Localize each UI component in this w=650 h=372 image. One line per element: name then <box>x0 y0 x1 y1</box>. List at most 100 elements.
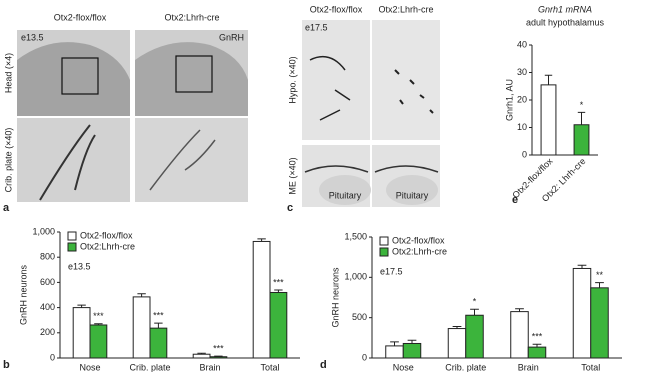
error-bar <box>532 343 542 348</box>
x-tick-label: Crib. plate <box>129 362 170 372</box>
structure-label: Pituitary <box>329 190 362 200</box>
legend-swatch <box>379 247 389 257</box>
pituitary <box>386 175 438 205</box>
significance: ** <box>596 270 604 280</box>
row-label: Head (×4) <box>3 53 13 93</box>
row-label: Hypo. (×40) <box>287 56 297 103</box>
legend-label: Otx2:Lhrh-cre <box>80 241 135 251</box>
chart-subtitle: adult hypothalamus <box>526 17 605 27</box>
y-tick-label: 1,500 <box>344 231 367 241</box>
legend-label: Otx2:Lhrh-cre <box>392 246 447 256</box>
y-tick-label: 30 <box>517 67 527 77</box>
y-tick-label: 0 <box>522 149 527 159</box>
error-bar <box>577 264 587 269</box>
fibers <box>149 129 216 191</box>
bar <box>465 314 484 359</box>
panel-label: a <box>3 202 10 214</box>
bar <box>89 324 108 359</box>
neurons <box>309 55 351 121</box>
error-bar <box>407 339 417 344</box>
tissue <box>135 42 248 117</box>
error-bar <box>577 111 586 125</box>
x-tick-label: Brain <box>199 362 220 372</box>
y-tick-label: 600 <box>40 277 55 287</box>
legend-swatch <box>67 242 77 252</box>
row-label: ME (×40) <box>287 157 297 194</box>
legend-label: Otx2-flox/flox <box>392 235 445 245</box>
tissue <box>17 42 130 117</box>
fibers <box>374 165 439 173</box>
y-tick-label: 400 <box>40 302 55 312</box>
column-label: Otx2-flox/flox <box>54 12 107 22</box>
fibers <box>39 124 96 201</box>
neurons <box>394 69 434 114</box>
y-tick-label: 0 <box>50 352 55 362</box>
micrograph <box>302 20 370 140</box>
bar <box>149 327 168 359</box>
micrograph <box>135 118 248 202</box>
bar <box>510 311 529 359</box>
error-bar <box>274 289 283 293</box>
y-tick-label: 1,000 <box>32 226 55 236</box>
panel-label: e <box>512 194 518 206</box>
x-tick-label: Nose <box>393 362 414 372</box>
error-bar <box>197 352 206 355</box>
error-bar <box>154 322 163 329</box>
y-axis-label: GnRH neurons <box>18 264 28 325</box>
bar <box>527 346 547 359</box>
inset-box <box>175 55 213 93</box>
panel-label: c <box>287 202 293 214</box>
bar <box>572 267 592 359</box>
bar <box>590 287 609 359</box>
y-tick-label: 40 <box>517 39 527 49</box>
y-axis-label: GnRH neurons <box>330 267 340 328</box>
chart-title: Gnrh1 mRNA <box>538 4 592 14</box>
significance: *** <box>213 343 224 353</box>
legend-swatch <box>67 231 77 241</box>
significance: *** <box>273 277 284 287</box>
y-tick-label: 200 <box>40 327 55 337</box>
x-tick-label: Total <box>260 362 279 372</box>
error-bar <box>77 304 86 308</box>
error-bar <box>515 308 524 312</box>
error-bar <box>595 282 604 288</box>
significance: *** <box>153 310 164 320</box>
stage-label: e13.5 <box>21 32 44 42</box>
significance: *** <box>93 311 104 321</box>
bar <box>269 291 288 359</box>
error-bar <box>390 341 399 346</box>
micrograph <box>372 20 440 140</box>
bar <box>447 328 467 359</box>
y-tick-label: 800 <box>40 252 55 262</box>
error-bar <box>257 238 266 242</box>
y-axis-label: Gnrh1, AU <box>504 79 514 121</box>
panel-a-images <box>17 30 248 202</box>
x-tick-label: Brain <box>518 362 539 372</box>
marker-label: GnRH <box>219 32 244 42</box>
column-label: Otx2:Lhrh-cre <box>378 4 433 14</box>
bar <box>252 240 271 359</box>
stage-label: e17.5 <box>305 22 328 32</box>
significance: * <box>473 297 477 307</box>
bar <box>192 353 211 359</box>
error-bar <box>470 308 479 316</box>
bar <box>573 124 590 156</box>
legend-label: Otx2-flox/flox <box>80 230 133 240</box>
x-tick-label: Total <box>581 362 600 372</box>
y-tick-label: 1,000 <box>344 272 367 282</box>
bar <box>540 84 557 156</box>
bar <box>72 307 91 359</box>
annotation: e17.5 <box>380 266 403 276</box>
structure-label: Pituitary <box>396 190 429 200</box>
bar <box>385 345 404 359</box>
error-bar <box>137 293 146 297</box>
row-label: Crib. plate (×40) <box>3 128 13 193</box>
panel-label: d <box>320 359 327 371</box>
error-bar <box>452 326 462 329</box>
x-tick-label: Nose <box>79 362 100 372</box>
error-bar <box>214 355 223 357</box>
significance: *** <box>532 332 543 342</box>
bar <box>209 356 228 359</box>
error-bar <box>94 323 103 325</box>
